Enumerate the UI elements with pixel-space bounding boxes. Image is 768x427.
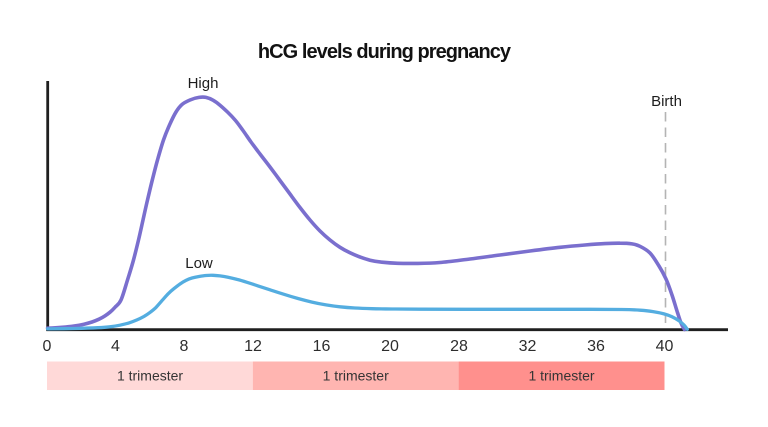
svg-text:8: 8 xyxy=(180,338,189,355)
svg-text:40: 40 xyxy=(656,338,674,355)
svg-text:1 trimester: 1 trimester xyxy=(528,368,594,384)
svg-text:Birth: Birth xyxy=(651,93,682,110)
svg-text:16: 16 xyxy=(313,338,331,355)
svg-text:hCG levels during pregnancy: hCG levels during pregnancy xyxy=(258,41,512,63)
svg-text:0: 0 xyxy=(43,338,52,355)
svg-text:High: High xyxy=(188,75,219,92)
svg-text:32: 32 xyxy=(519,338,537,355)
svg-text:28: 28 xyxy=(450,338,468,355)
svg-text:1 trimester: 1 trimester xyxy=(117,368,183,384)
svg-text:1 trimester: 1 trimester xyxy=(323,368,389,384)
svg-text:Low: Low xyxy=(185,255,213,272)
svg-text:12: 12 xyxy=(244,338,262,355)
svg-text:20: 20 xyxy=(381,338,399,355)
svg-text:36: 36 xyxy=(587,338,605,355)
svg-text:4: 4 xyxy=(111,338,120,355)
